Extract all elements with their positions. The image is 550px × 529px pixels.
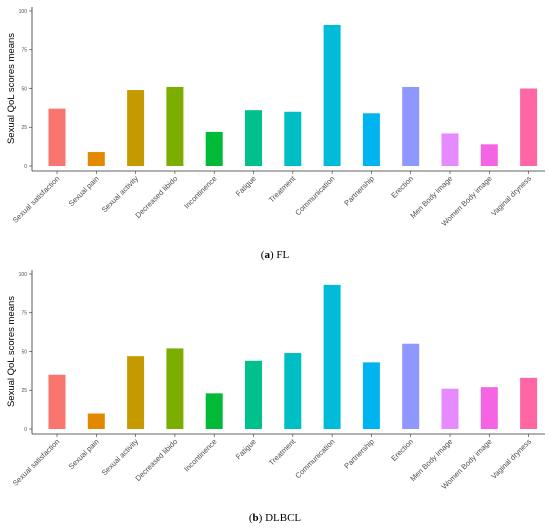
x-tick-label: Vaginal dryness (489, 437, 533, 481)
y-tick-label: 50 (21, 349, 27, 355)
bar (87, 152, 105, 166)
bar (480, 144, 498, 166)
x-tick-label: Sexual activity (100, 174, 140, 214)
caption-paren: ( (261, 249, 265, 261)
x-tick-label: Communication (293, 437, 336, 480)
x-tick-label: Erection (389, 174, 415, 200)
x-tick-label: Erection (389, 437, 415, 463)
bar (166, 86, 184, 166)
bar (402, 343, 420, 429)
chart-panel-a: 0 25 50 75 100 Sexual QoL scores means Sexual … (6, 7, 545, 261)
bar (127, 356, 145, 429)
bar (127, 90, 145, 166)
x-tick-label: Sexual pain (67, 174, 101, 208)
bar (323, 284, 341, 429)
caption-letter: a (264, 249, 270, 261)
x-tick-label: Communication (293, 174, 336, 217)
bar (245, 360, 262, 429)
x-tick-label: Decreased libido (133, 437, 179, 483)
bar (362, 362, 380, 429)
figure-caption: (a) FL (261, 249, 290, 261)
bar (362, 113, 380, 166)
x-tick-label: Treatment (267, 173, 298, 204)
bar (284, 353, 302, 429)
bar (520, 88, 538, 166)
bar (480, 387, 498, 429)
y-tick-label: 50 (21, 86, 27, 92)
caption-text: DLBCL (265, 512, 301, 524)
caption-paren: ( (249, 512, 253, 524)
bar (205, 393, 223, 429)
caption-letter: b (253, 512, 259, 524)
y-tick-label: 25 (21, 388, 27, 394)
x-tick-label: Sexual satisfaction (11, 437, 62, 488)
caption-paren: ) (259, 512, 265, 524)
bar (245, 110, 262, 166)
bar (441, 133, 459, 166)
x-tick-label: Incontinence (182, 437, 218, 473)
bar (87, 413, 105, 429)
x-tick-label: Incontinence (182, 174, 218, 210)
bar (205, 131, 223, 166)
y-tick-label: 0 (24, 427, 27, 433)
x-tick-label: Fatigue (234, 174, 258, 198)
y-tick-label: 100 (19, 272, 28, 278)
bar (441, 388, 459, 429)
bar (402, 86, 420, 166)
y-axis-title: Sexual QoL scores means (6, 33, 17, 144)
x-tick-label: Partnership (342, 174, 375, 207)
y-tick-label: 75 (21, 48, 27, 54)
bar (48, 374, 66, 429)
x-tick-label: Sexual pain (67, 437, 101, 471)
y-tick-label: 75 (21, 311, 27, 317)
x-tick-label: Sexual satisfaction (11, 174, 62, 225)
caption-text: FL (276, 249, 289, 261)
bar (166, 348, 184, 429)
x-tick-label: Partnership (342, 437, 375, 470)
bar (520, 377, 538, 429)
bar (284, 111, 302, 166)
y-tick-label: 0 (24, 164, 27, 170)
x-tick-label: Fatigue (234, 437, 258, 461)
x-tick-label: Vaginal dryness (489, 174, 533, 218)
x-tick-label: Treatment (267, 436, 298, 467)
chart-panel-b: 0 25 50 75 100 Sexual QoL scores means Sexual … (6, 270, 545, 524)
y-tick-label: 25 (21, 125, 27, 131)
caption-paren: ) (270, 249, 276, 261)
bar (48, 108, 66, 166)
y-axis-title: Sexual QoL scores means (6, 296, 17, 407)
y-tick-label: 100 (19, 9, 28, 15)
x-tick-label: Sexual activity (100, 437, 140, 477)
x-tick-label: Decreased libido (133, 174, 179, 220)
figure-caption: (b) DLBCL (249, 512, 302, 524)
bar (323, 24, 341, 167)
